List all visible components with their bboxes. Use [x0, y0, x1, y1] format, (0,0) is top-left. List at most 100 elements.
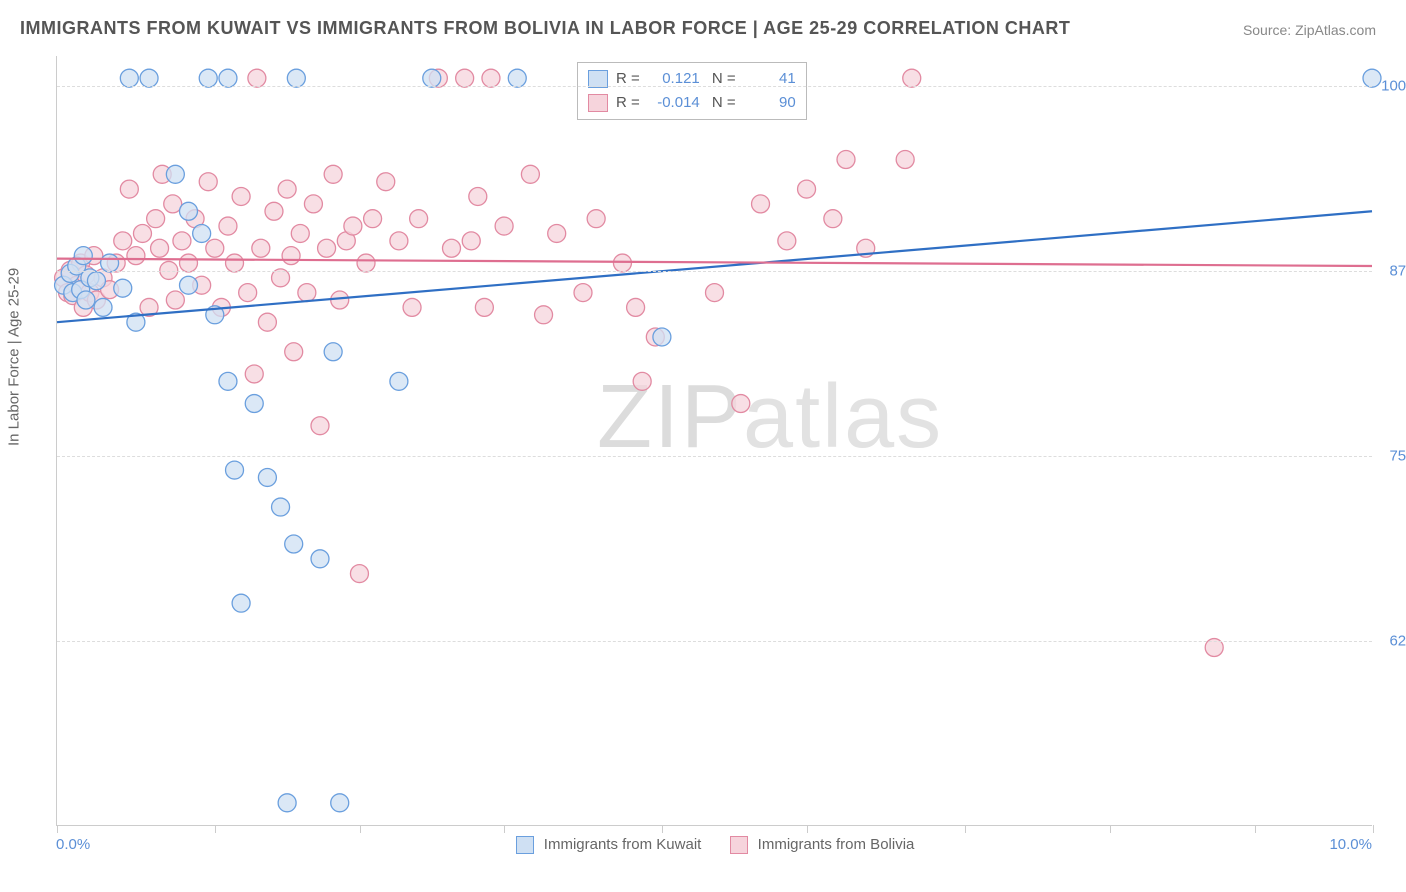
- legend-n-label: N =: [708, 67, 736, 91]
- x-tick: [1110, 825, 1111, 833]
- data-point: [324, 165, 342, 183]
- data-point: [403, 298, 421, 316]
- data-point: [101, 254, 119, 272]
- legend-n-label: N =: [708, 91, 736, 115]
- data-point: [206, 239, 224, 257]
- data-point: [627, 298, 645, 316]
- data-point: [114, 279, 132, 297]
- data-point: [410, 210, 428, 228]
- legend-r-value-kuwait: 0.121: [648, 67, 700, 91]
- data-point: [219, 372, 237, 390]
- legend-r-label: R =: [616, 91, 640, 115]
- legend-r-label: R =: [616, 67, 640, 91]
- data-point: [798, 180, 816, 198]
- data-point: [180, 254, 198, 272]
- data-point: [778, 232, 796, 250]
- data-point: [166, 291, 184, 309]
- data-point: [633, 372, 651, 390]
- source-label: Source: ZipAtlas.com: [1243, 22, 1376, 38]
- data-point: [120, 180, 138, 198]
- correlation-legend: R = 0.121 N = 41 R = -0.014 N = 90: [577, 62, 807, 120]
- data-point: [456, 69, 474, 87]
- data-point: [245, 365, 263, 383]
- data-point: [285, 535, 303, 553]
- chart-plot-area: ZIPatlas R = 0.121 N = 41 R = -0.014 N =…: [56, 56, 1372, 826]
- legend-label-kuwait: Immigrants from Kuwait: [544, 836, 702, 853]
- data-point: [331, 291, 349, 309]
- legend-swatch-kuwait-bottom: [516, 836, 534, 854]
- data-point: [180, 202, 198, 220]
- data-point: [574, 284, 592, 302]
- data-point: [282, 247, 300, 265]
- data-point: [248, 69, 266, 87]
- data-point: [232, 188, 250, 206]
- data-point: [287, 69, 305, 87]
- legend-swatch-bolivia-bottom: [730, 836, 748, 854]
- data-point: [258, 468, 276, 486]
- data-point: [732, 395, 750, 413]
- data-point: [127, 247, 145, 265]
- data-point: [278, 180, 296, 198]
- legend-row-kuwait: R = 0.121 N = 41: [588, 67, 796, 91]
- data-point: [350, 565, 368, 583]
- data-point: [752, 195, 770, 213]
- x-tick: [807, 825, 808, 833]
- data-point: [896, 151, 914, 169]
- x-tick: [360, 825, 361, 833]
- data-point: [304, 195, 322, 213]
- data-point: [94, 298, 112, 316]
- x-tick: [57, 825, 58, 833]
- data-point: [331, 794, 349, 812]
- data-point: [147, 210, 165, 228]
- data-point: [219, 217, 237, 235]
- data-point: [706, 284, 724, 302]
- data-point: [239, 284, 257, 302]
- data-point: [377, 173, 395, 191]
- data-point: [903, 69, 921, 87]
- x-tick: [215, 825, 216, 833]
- data-point: [469, 188, 487, 206]
- data-point: [166, 165, 184, 183]
- data-point: [508, 69, 526, 87]
- data-point: [298, 284, 316, 302]
- data-point: [462, 232, 480, 250]
- data-point: [265, 202, 283, 220]
- data-point: [151, 239, 169, 257]
- data-point: [548, 224, 566, 242]
- data-point: [311, 417, 329, 435]
- data-point: [219, 69, 237, 87]
- data-point: [495, 217, 513, 235]
- data-point: [258, 313, 276, 331]
- data-point: [74, 247, 92, 265]
- regression-line: [57, 211, 1372, 322]
- x-tick: [1255, 825, 1256, 833]
- data-point: [140, 69, 158, 87]
- x-tick: [662, 825, 663, 833]
- data-point: [324, 343, 342, 361]
- data-point: [423, 69, 441, 87]
- data-point: [521, 165, 539, 183]
- legend-row-bolivia: R = -0.014 N = 90: [588, 91, 796, 115]
- data-point: [173, 232, 191, 250]
- legend-n-value-kuwait: 41: [744, 67, 796, 91]
- data-point: [232, 594, 250, 612]
- regression-line: [57, 259, 1372, 266]
- y-tick-label: 62.5%: [1389, 632, 1406, 649]
- data-point: [357, 254, 375, 272]
- x-tick: [965, 825, 966, 833]
- data-point: [272, 498, 290, 516]
- legend-swatch-bolivia: [588, 94, 608, 112]
- data-point: [252, 239, 270, 257]
- data-point: [390, 232, 408, 250]
- y-tick-label: 75.0%: [1389, 447, 1406, 464]
- data-point: [364, 210, 382, 228]
- data-point: [475, 298, 493, 316]
- gridline: [57, 641, 1372, 642]
- data-point: [837, 151, 855, 169]
- gridline: [57, 456, 1372, 457]
- data-point: [226, 461, 244, 479]
- data-point: [120, 69, 138, 87]
- gridline: [57, 86, 1372, 87]
- data-point: [77, 291, 95, 309]
- data-point: [278, 794, 296, 812]
